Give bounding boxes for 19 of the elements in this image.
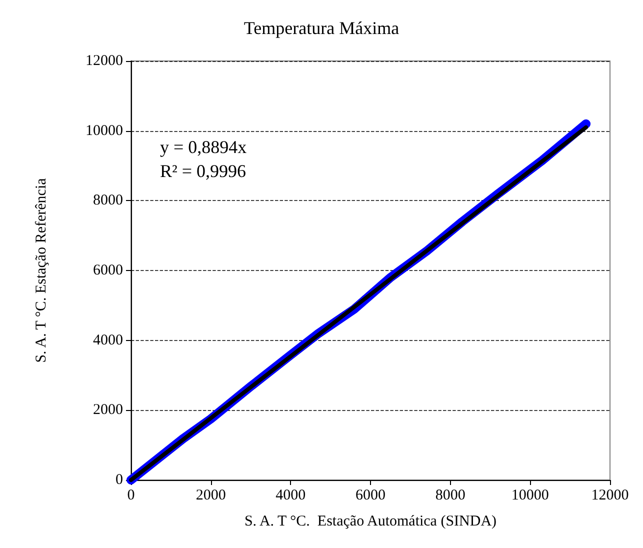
y-tick-label: 4000 [93,332,123,348]
x-tick-label: 12000 [591,488,629,504]
y-tick-label: 0 [116,472,123,488]
y-tick-label: 2000 [93,402,123,418]
x-tick-label: 6000 [356,488,386,504]
chart-title: Temperatura Máxima [244,18,400,38]
annotation: R² = 0,9996 [160,161,246,181]
x-tick-label: 2000 [196,488,226,504]
y-tick-label: 10000 [86,122,123,139]
x-tick-label: 4000 [276,488,306,504]
x-tick-label: 0 [127,488,135,504]
x-tick-label: 8000 [435,488,466,504]
x-axis-title: S. A. T °C. Estação Automática (SINDA) [244,514,497,530]
x-tick-label: 10000 [511,488,549,504]
y-tick-label: 12000 [86,53,123,69]
y-tick-label: 8000 [93,192,123,209]
y-tick-label: 6000 [93,262,123,278]
y-axis-title: S. A. T °C. Estação Referência [34,178,50,363]
annotation: y = 0,8894x [160,137,247,157]
